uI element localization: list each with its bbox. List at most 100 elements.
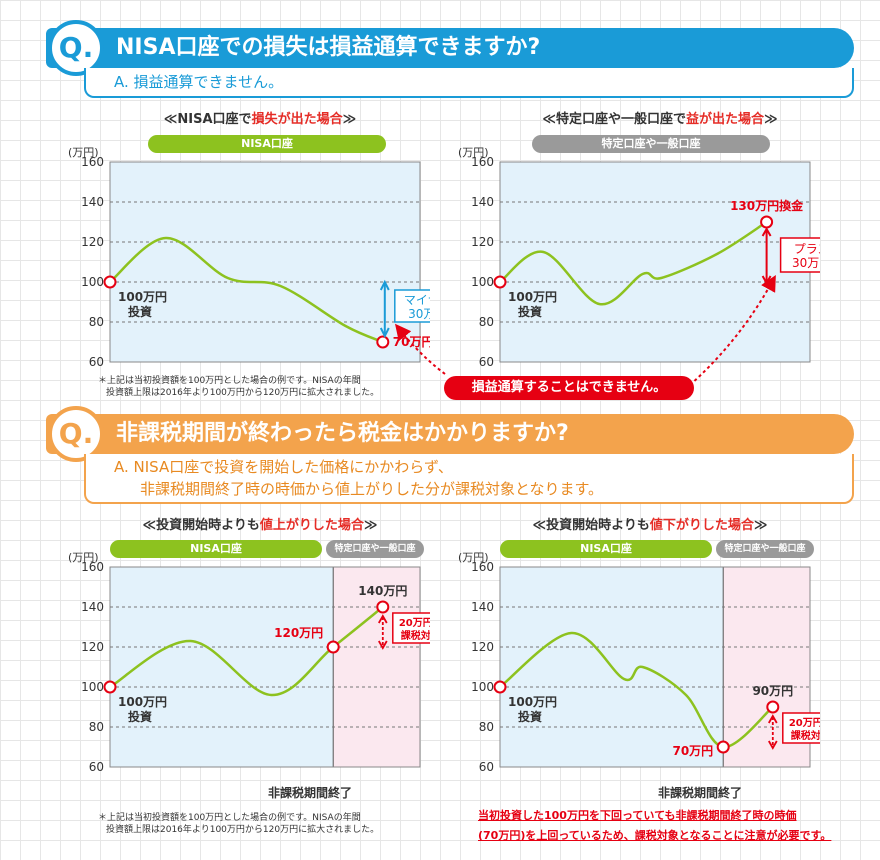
plot-area	[499, 161, 811, 363]
plot-border	[109, 566, 421, 768]
y-tick-label: 160	[81, 560, 104, 574]
end-marker	[376, 600, 390, 614]
start-label-sub: 投資	[128, 304, 152, 319]
q1-left-title: ≪NISA口座で損失が出た場合≫	[120, 108, 400, 127]
start-label-sub: 投資	[518, 709, 542, 724]
q2-answer-line1: A. NISA口座で投資を開始した価格にかかわらず、	[114, 458, 453, 476]
end-label: 130万円換金	[730, 198, 804, 213]
diff-label: マイナス	[404, 293, 430, 307]
q2-left-pill-nisa: NISA口座	[110, 540, 322, 558]
y-tick-label: 80	[89, 720, 104, 734]
diff-label: プラス	[794, 242, 820, 256]
plot-border	[499, 566, 811, 768]
q1-right-title-highlight: 益が出た場合	[686, 112, 765, 127]
diff-arrow-head-down	[378, 640, 388, 650]
y-tick-label: 160	[81, 155, 104, 169]
diff-label-sub: 課税対象	[791, 729, 820, 742]
period-end-marker	[716, 740, 730, 754]
y-tick-label: 80	[479, 315, 494, 329]
q1-note: ＊上記は当初投資額を100万円とした場合の例です。NISAの年間 投資額上限は2…	[98, 375, 379, 399]
diff-label: 20万円が	[789, 716, 820, 729]
q2-red-note-line2: (70万円)を上回っているため、課税対象となることに注意が必要です。	[478, 829, 832, 842]
end-marker	[766, 700, 780, 714]
mid-label: 120万円	[274, 626, 323, 640]
start-label: 100万円	[508, 695, 557, 709]
q1-note-line2: 投資額上限は2016年より100万円から120万円に拡大されました。	[106, 388, 380, 398]
y-tick-label: 60	[89, 355, 104, 369]
q2-badge-text: Q.	[58, 417, 94, 450]
q2-answer-box: A. NISA口座で投資を開始した価格にかかわらず、 非課税期間終了時の時価から…	[84, 454, 854, 504]
start-label: 100万円	[118, 290, 167, 304]
q1-left-pill: NISA口座	[148, 135, 386, 153]
q2-right-title-post: ≫	[753, 518, 768, 533]
q2-left-title: ≪投資開始時よりも値上がりした場合≫	[110, 514, 410, 533]
diff-box	[779, 237, 820, 273]
q1-right-pill: 特定口座や一般口座	[532, 135, 770, 153]
q2-left-pill-tokutei: 特定口座や一般口座	[326, 540, 424, 558]
series-line	[109, 236, 384, 344]
q2-right-pill-nisa: NISA口座	[500, 540, 712, 558]
y-axis-label: (万円)	[458, 146, 489, 159]
y-tick-label: 100	[81, 275, 104, 289]
y-tick-label: 120	[81, 640, 104, 654]
q1-badge-text: Q.	[58, 31, 94, 64]
diff-arrow-head-down	[768, 740, 778, 750]
q1-right-title: ≪特定口座や一般口座で益が出た場合≫	[500, 108, 820, 127]
q2-question-bar: 非課税期間が終わったら税金はかかりますか?	[46, 414, 854, 454]
series-line	[499, 220, 768, 306]
q2-note-line2: 投資額上限は2016年より100万円から120万円に拡大されました。	[106, 825, 380, 835]
y-tick-label: 100	[471, 275, 494, 289]
q2-right-title-highlight: 値下がりした場合	[649, 518, 754, 533]
diff-box	[394, 289, 430, 323]
y-tick-label: 140	[471, 195, 494, 209]
period-end-marker	[326, 640, 340, 654]
diff-label-sub: 30万円	[408, 307, 430, 321]
post-period-area	[333, 567, 420, 767]
start-marker	[493, 275, 507, 289]
q2-answer-line2: 非課税期間終了時の時価から値上がりした分が課税対象となります。	[140, 480, 604, 498]
q1-answer-text: A. 損益通算できません。	[114, 73, 284, 91]
series-line	[109, 606, 384, 697]
q1-badge: Q.	[48, 20, 104, 76]
y-tick-label: 140	[81, 195, 104, 209]
q1-loss-chart: 6080100120140160(万円)100万円投資70万円換金マイナス30万…	[68, 146, 430, 369]
diff-arrow-head-up	[379, 279, 390, 291]
diff-arrow-head-up	[761, 226, 772, 237]
y-tick-label: 120	[471, 640, 494, 654]
q2-left-title-highlight: 値上がりした場合	[259, 518, 364, 533]
diff-label-sub: 課税対象	[401, 629, 430, 642]
y-tick-label: 120	[81, 235, 104, 249]
start-label: 100万円	[118, 695, 167, 709]
y-tick-label: 60	[479, 355, 494, 369]
q1-question-bar: NISA口座での損失は損益通算できますか?	[46, 28, 854, 68]
start-marker	[493, 680, 507, 694]
y-axis-label: (万円)	[68, 146, 99, 159]
q2-right-title: ≪投資開始時よりも値下がりした場合≫	[500, 514, 800, 533]
q2-left-period-end: 非課税期間終了	[268, 786, 353, 800]
banner-arrow-right	[689, 274, 776, 386]
y-axis-label: (万円)	[68, 551, 99, 564]
diff-label-sub: 30万円	[792, 256, 820, 270]
q2-left-title-pre: ≪投資開始時よりも	[142, 518, 260, 533]
q2-right-period-end: 非課税期間終了	[658, 786, 743, 800]
diff-box	[392, 612, 430, 644]
q2-note-line1: ＊上記は当初投資額を100万円とした場合の例です。NISAの年間	[98, 813, 361, 823]
q1-banner: 損益通算することはできません。	[444, 376, 694, 400]
y-tick-label: 120	[471, 235, 494, 249]
q2-note: ＊上記は当初投資額を100万円とした場合の例です。NISAの年間 投資額上限は2…	[98, 812, 379, 836]
q1-right-title-pre: ≪特定口座や一般口座で	[542, 112, 686, 127]
end-marker	[376, 335, 390, 349]
y-tick-label: 60	[89, 760, 104, 774]
q1-left-title-pre: ≪NISA口座で	[163, 112, 252, 127]
y-axis-label: (万円)	[458, 551, 489, 564]
q2-left-title-post: ≫	[363, 518, 378, 533]
y-tick-label: 100	[81, 680, 104, 694]
q2-right-pill-tokutei: 特定口座や一般口座	[716, 540, 814, 558]
q1-question-text: NISA口座での損失は損益通算できますか?	[116, 35, 541, 60]
q1-left-title-highlight: 損失が出た場合	[251, 112, 343, 127]
end-label: 90万円	[752, 684, 793, 698]
y-tick-label: 80	[479, 720, 494, 734]
diff-box	[782, 712, 820, 744]
